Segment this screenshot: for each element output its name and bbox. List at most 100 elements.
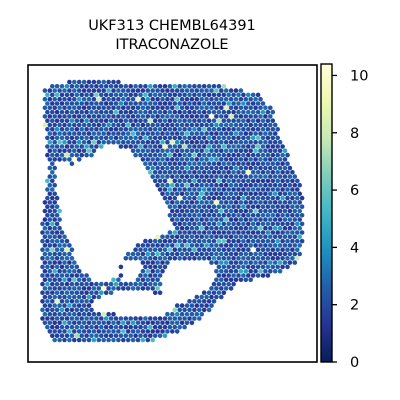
spot (223, 148, 229, 154)
spot (160, 131, 165, 136)
spot (79, 281, 84, 287)
spot (197, 152, 202, 158)
spot (187, 299, 192, 304)
spot (47, 88, 53, 93)
spot (268, 191, 273, 197)
spot (108, 109, 114, 115)
spot (201, 230, 207, 235)
spot (248, 208, 253, 214)
spot (86, 79, 92, 85)
title-line-1: UKF313 CHEMBL64391 (88, 18, 256, 34)
spot (226, 152, 231, 158)
spot (184, 311, 190, 317)
spot (74, 290, 80, 296)
spot (91, 114, 97, 119)
spot (275, 255, 281, 261)
spot (285, 255, 290, 261)
spot (265, 213, 271, 218)
spot (184, 131, 190, 136)
spot (287, 225, 293, 231)
spot (211, 84, 217, 89)
spot (69, 247, 75, 252)
spot (67, 329, 72, 334)
spot (99, 135, 104, 141)
spot (179, 157, 185, 162)
spot (172, 109, 178, 115)
spot (59, 255, 65, 261)
spot (177, 118, 182, 123)
spot (96, 311, 102, 317)
spot (277, 225, 283, 231)
spot (148, 92, 153, 98)
spot (150, 329, 155, 334)
spot (270, 230, 276, 235)
spot (290, 204, 295, 209)
spot (57, 286, 62, 291)
spot (228, 208, 234, 214)
spot (91, 320, 97, 326)
spot (253, 251, 258, 257)
spot (182, 118, 187, 123)
spot (69, 333, 75, 339)
spot (255, 204, 261, 209)
spot (250, 221, 256, 227)
spot (91, 311, 97, 317)
spot (194, 234, 200, 240)
spot (94, 281, 99, 287)
spot (74, 135, 80, 141)
spot (204, 88, 209, 93)
spot (270, 144, 276, 149)
spot (113, 333, 119, 339)
spot (172, 152, 178, 158)
spot (59, 333, 65, 339)
spot (89, 144, 94, 149)
spot (223, 88, 229, 93)
spot (42, 208, 48, 214)
spot (270, 109, 276, 115)
spot (201, 170, 207, 175)
spot (189, 243, 195, 248)
spot (187, 221, 192, 227)
spot (194, 165, 200, 171)
spot (182, 221, 187, 227)
spot (206, 161, 212, 166)
spot (57, 208, 62, 214)
spot (152, 170, 158, 175)
spot (295, 221, 300, 227)
spot (228, 182, 234, 188)
spot (223, 217, 229, 222)
spot (179, 96, 185, 102)
spot (219, 286, 224, 291)
spot (81, 303, 87, 308)
spot (69, 307, 75, 313)
spot (116, 277, 121, 283)
spot (182, 152, 187, 158)
spot (295, 230, 300, 235)
spot (182, 144, 187, 149)
spot (197, 135, 202, 141)
spot (64, 92, 70, 98)
spot (40, 255, 45, 261)
spot (228, 139, 234, 145)
spot (121, 88, 126, 93)
spot (221, 127, 227, 132)
spot (170, 174, 175, 179)
spot (145, 251, 151, 257)
spot (52, 182, 57, 188)
spot (86, 320, 92, 326)
spot (260, 187, 266, 192)
spot (62, 148, 67, 154)
spot (138, 118, 143, 123)
spot (231, 127, 236, 132)
spot (243, 208, 249, 214)
spot (47, 182, 53, 188)
spot (54, 204, 60, 209)
spot (72, 122, 77, 128)
spot (201, 307, 207, 313)
spot (42, 294, 48, 300)
spot (241, 204, 246, 209)
spot (103, 127, 109, 132)
spot (255, 230, 261, 235)
spot (67, 277, 72, 283)
spot (57, 277, 62, 283)
